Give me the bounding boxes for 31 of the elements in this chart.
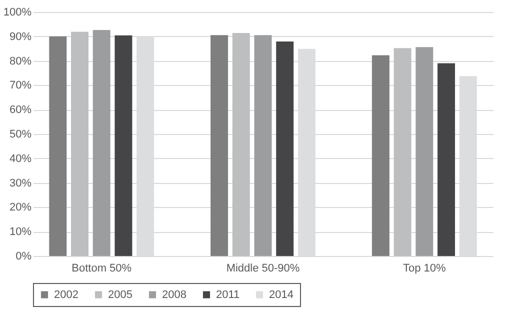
y-tick-label: 80% — [9, 55, 32, 68]
bar — [114, 35, 132, 256]
bar — [416, 47, 434, 256]
y-tick-label: 10% — [9, 226, 32, 238]
legend-label: 2008 — [162, 288, 186, 301]
bar — [92, 30, 110, 256]
x-tick-label: Top 10% — [402, 262, 446, 274]
y-tick-label: 60% — [9, 104, 32, 116]
x-tick-label: Middle 50-90% — [226, 262, 300, 274]
y-tick-label: 50% — [9, 128, 32, 140]
bar — [210, 35, 228, 256]
legend-label: 2011 — [216, 288, 240, 301]
bar — [70, 32, 88, 256]
bar — [276, 42, 294, 256]
x-tick-label: Bottom 50% — [72, 262, 132, 274]
bar — [438, 63, 456, 256]
y-tick-label: 40% — [9, 152, 32, 165]
legend-label: 2002 — [54, 288, 78, 301]
y-tick-label: 70% — [9, 80, 32, 92]
y-tick-label: 20% — [9, 202, 32, 214]
y-tick-label: 100% — [3, 6, 32, 18]
y-tick-label: 30% — [9, 177, 32, 190]
bar — [49, 36, 67, 256]
legend-label: 2005 — [108, 288, 132, 301]
y-tick-label: 90% — [9, 30, 32, 43]
legend-label: 2014 — [269, 288, 294, 301]
bar — [232, 32, 250, 256]
y-tick-label: 0% — [16, 250, 32, 262]
bar — [372, 55, 390, 256]
bar — [394, 48, 412, 256]
bar — [254, 35, 272, 256]
